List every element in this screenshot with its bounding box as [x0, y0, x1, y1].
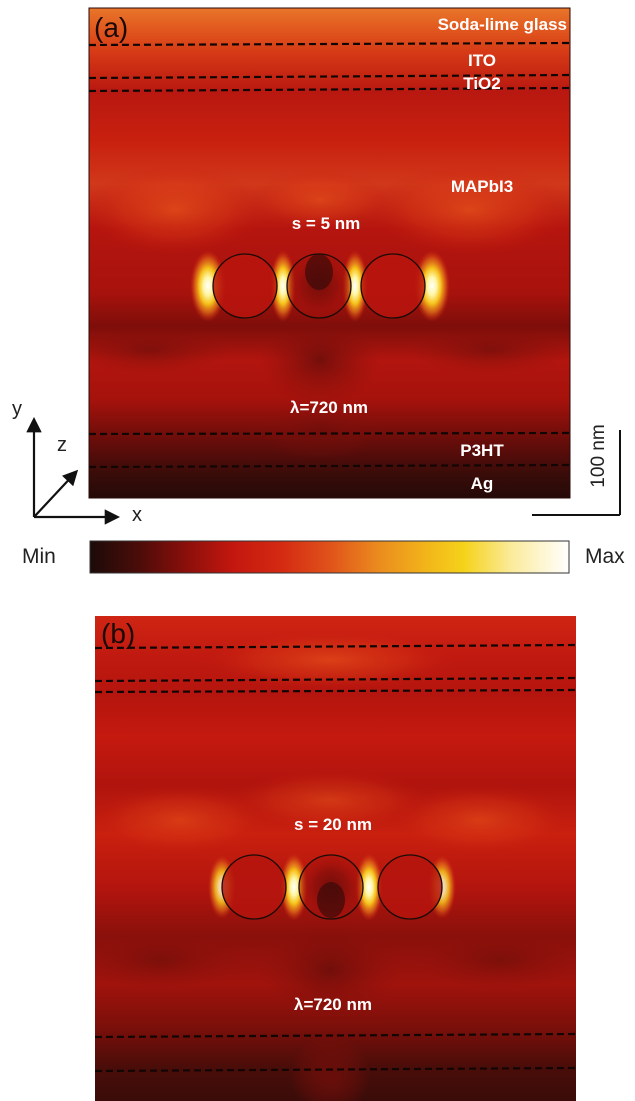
scale-bar-label: 100 nm — [588, 424, 609, 487]
boundary-tio2-mapbi3 — [89, 86, 570, 93]
panel-a-tag: (a) — [94, 12, 128, 43]
hotspot-gap-2 — [342, 250, 368, 322]
spacing-label-a: s = 5 nm — [292, 214, 361, 233]
x-axis-label: x — [132, 504, 142, 526]
hotspot-left — [190, 250, 226, 322]
nanoparticle-b-right — [377, 854, 443, 920]
layer-label-mapbi3: MAPbI3 — [451, 177, 513, 196]
z-axis-arrow — [33, 469, 79, 518]
panel-a: (a) Soda-lime glass ITO TiO2 MAPbI3 s = … — [88, 7, 571, 499]
boundary-ito-tio2 — [89, 73, 570, 80]
spacing-label-b: s = 20 nm — [294, 815, 372, 834]
layer-label-ito: ITO — [468, 51, 496, 70]
hotspot-gap-1 — [270, 250, 296, 322]
layer-label-p3ht: P3HT — [460, 441, 504, 460]
boundary-b-4 — [95, 1032, 576, 1039]
colorbar-min-label: Min — [22, 545, 56, 568]
boundary-p3ht-ag — [89, 463, 570, 469]
panel-b-tag: (b) — [101, 618, 135, 649]
panel-b: (b) s = 20 nm λ=720 nm — [95, 616, 576, 1101]
colorbar-max-label: Max — [585, 545, 625, 568]
scale-bar: 100 nm — [532, 424, 621, 516]
z-axis-label: z — [57, 434, 67, 456]
nanoparticle-left — [212, 253, 278, 319]
nanoparticle-middle — [286, 253, 352, 319]
boundary-b-5 — [95, 1066, 576, 1073]
boundary-glass-ito — [89, 41, 570, 47]
colorbar: Min Max — [22, 540, 625, 574]
colorbar-gradient — [89, 540, 570, 574]
nanoparticle-b-middle — [298, 854, 364, 920]
wavelength-label-b: λ=720 nm — [294, 995, 372, 1014]
axes-triad: y z x — [12, 398, 142, 526]
nanoparticle-b-left — [221, 854, 287, 920]
hotspot-b-gap-2 — [355, 853, 383, 921]
wavelength-label-a: λ=720 nm — [290, 398, 368, 417]
boundary-b-2 — [95, 676, 576, 683]
layer-label-glass: Soda-lime glass — [438, 15, 567, 34]
hotspot-right — [414, 250, 450, 322]
boundary-mapbi3-p3ht — [89, 431, 570, 436]
layer-label-ag: Ag — [471, 474, 494, 493]
boundary-b-3 — [95, 688, 576, 694]
hotspot-b-gap-1 — [280, 853, 308, 921]
layer-label-tio2: TiO2 — [463, 74, 500, 93]
boundary-b-1 — [95, 643, 576, 650]
y-axis-label: y — [12, 398, 22, 420]
nanoparticle-right — [360, 253, 426, 319]
